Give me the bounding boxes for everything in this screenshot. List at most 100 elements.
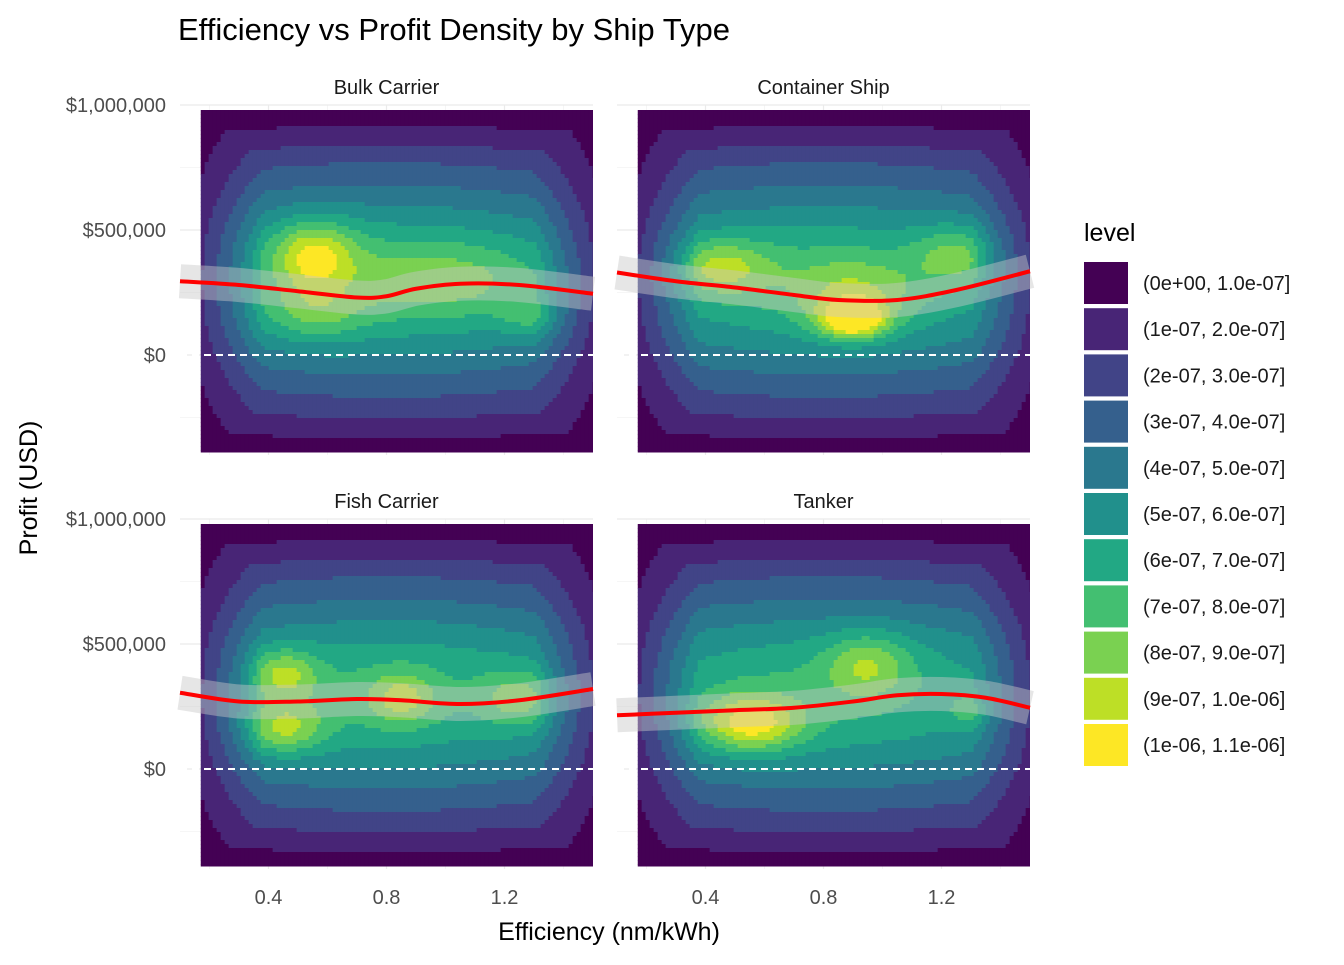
density-cell: [365, 202, 370, 207]
density-cell: [517, 210, 522, 215]
density-cell: [281, 154, 286, 159]
density-cell: [361, 230, 366, 235]
density-cell: [277, 186, 282, 191]
density-cell: [273, 186, 278, 191]
density-cell: [225, 186, 230, 191]
density-cell: [241, 154, 246, 159]
density-cell: [429, 306, 434, 311]
density-cell: [461, 302, 466, 307]
density-cell: [293, 202, 298, 207]
density-cell: [225, 306, 230, 311]
density-cell: [589, 190, 594, 195]
density-cell: [357, 234, 362, 239]
density-cell: [245, 202, 250, 207]
density-cell: [557, 122, 562, 127]
density-cell: [253, 310, 258, 315]
density-cell: [413, 262, 418, 267]
density-cell: [297, 214, 302, 219]
density-cell: [401, 202, 406, 207]
density-cell: [425, 146, 430, 151]
density-cell: [537, 146, 542, 151]
density-cell: [281, 202, 286, 207]
density-cell: [357, 226, 362, 231]
density-cell: [489, 146, 494, 151]
density-cell: [473, 130, 478, 135]
density-cell: [245, 138, 250, 143]
density-cell: [205, 230, 210, 235]
density-cell: [241, 182, 246, 187]
density-cell: [389, 234, 394, 239]
density-cell: [461, 214, 466, 219]
density-cell: [465, 230, 470, 235]
density-cell: [449, 230, 454, 235]
density-cell: [261, 198, 266, 203]
density-cell: [321, 198, 326, 203]
density-cell: [505, 306, 510, 311]
density-cell: [341, 194, 346, 199]
density-cell: [445, 126, 450, 131]
density-cell: [325, 182, 330, 187]
density-cell: [321, 182, 326, 187]
density-cell: [565, 190, 570, 195]
density-cell: [357, 174, 362, 179]
density-cell: [381, 222, 386, 227]
density-cell: [493, 202, 498, 207]
density-cell: [397, 134, 402, 139]
density-cell: [253, 178, 258, 183]
density-cell: [337, 110, 342, 115]
density-cell: [389, 206, 394, 211]
density-cell: [453, 174, 458, 179]
density-cell: [521, 150, 526, 155]
density-cell: [225, 130, 230, 135]
density-cell: [429, 214, 434, 219]
density-cell: [409, 134, 414, 139]
density-cell: [401, 178, 406, 183]
density-cell: [409, 118, 414, 123]
density-cell: [497, 150, 502, 155]
density-cell: [413, 214, 418, 219]
density-cell: [273, 234, 278, 239]
density-cell: [421, 162, 426, 167]
density-cell: [345, 262, 350, 267]
density-cell: [249, 142, 254, 147]
density-cell: [481, 258, 486, 263]
density-cell: [573, 158, 578, 163]
density-cell: [409, 182, 414, 187]
density-cell: [237, 118, 242, 123]
density-cell: [525, 242, 530, 247]
density-cell: [469, 202, 474, 207]
density-cell: [481, 142, 486, 147]
density-cell: [285, 130, 290, 135]
density-cell: [365, 234, 370, 239]
density-cell: [529, 210, 534, 215]
density-cell: [225, 198, 230, 203]
density-cell: [457, 218, 462, 223]
density-cell: [513, 222, 518, 227]
density-cell: [401, 142, 406, 147]
density-cell: [489, 174, 494, 179]
density-cell: [253, 262, 258, 267]
density-cell: [569, 198, 574, 203]
density-cell: [377, 146, 382, 151]
density-cell: [249, 118, 254, 123]
density-cell: [469, 238, 474, 243]
density-cell: [313, 182, 318, 187]
density-cell: [265, 242, 270, 247]
density-cell: [225, 238, 230, 243]
density-cell: [557, 134, 562, 139]
density-cell: [421, 186, 426, 191]
density-cell: [277, 150, 282, 155]
density-cell: [221, 190, 226, 195]
density-cell: [477, 146, 482, 151]
density-cell: [405, 238, 410, 243]
density-cell: [397, 126, 402, 131]
density-cell: [289, 242, 294, 247]
density-cell: [573, 270, 578, 275]
density-cell: [341, 122, 346, 127]
density-cell: [441, 114, 446, 119]
density-cell: [261, 266, 266, 271]
density-cell: [521, 134, 526, 139]
density-cell: [553, 266, 558, 271]
density-cell: [593, 230, 598, 235]
density-cell: [241, 142, 246, 147]
